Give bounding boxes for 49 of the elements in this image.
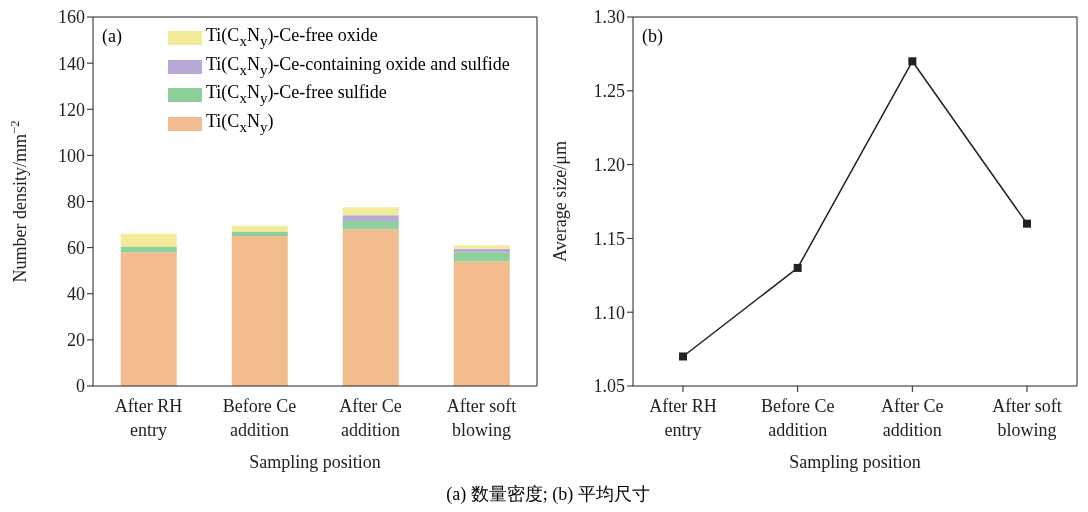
y-tick-label: 20: [67, 330, 85, 351]
bar: [453, 245, 510, 249]
y-tick-label: 120: [58, 99, 85, 120]
y-tick-label: 1.10: [593, 302, 625, 323]
y-tick-label: 1.20: [593, 154, 625, 175]
point: [679, 352, 687, 361]
y-tick-label: 40: [67, 284, 85, 305]
y-tick-label: 140: [58, 53, 85, 74]
x-tick-label: After RH entry: [114, 396, 183, 440]
y-tick-label: 1.25: [593, 81, 625, 102]
y-tick-label: 1.30: [593, 7, 625, 28]
point: [793, 263, 802, 272]
x-axis-title: Sampling position: [789, 452, 921, 472]
bar: [342, 229, 399, 386]
bar: [453, 252, 510, 262]
y-tick-label: 160: [58, 7, 85, 28]
x-axis-title: Sampling position: [249, 452, 381, 472]
text: (a) 数量密度; (b) 平均尺寸: [445, 483, 651, 506]
x-tick-label: After soft blowing: [446, 396, 517, 440]
bar: [120, 233, 177, 247]
y-tick-label: 0: [76, 376, 85, 397]
x-tick-label: Before Ce addition: [760, 396, 835, 440]
legend-label: Ti(C$_{x}$N$_{y}$): [206, 109, 274, 137]
bar: [342, 221, 399, 230]
x-tick-label: After RH entry: [649, 396, 717, 440]
legend-label: Ti(C$_{x}$N$_{y}$)-Ce-free sulfide: [206, 81, 387, 108]
point: [1023, 219, 1031, 228]
bar: [231, 231, 288, 237]
y-tick-label: 1.15: [593, 228, 625, 249]
bar: [342, 215, 399, 222]
legend-label: Ti(C$_{x}$N$_{y}$)-Ce-containing oxide and sulfide: [206, 52, 510, 80]
y-axis-title: Average size/μm: [550, 141, 570, 262]
y-tick-label: 60: [67, 238, 85, 259]
legend-label: Ti(C$_{x}$N$_{y}$)-Ce-free oxide: [206, 24, 378, 51]
x-tick-label: After soft blowing: [992, 396, 1062, 440]
bar: [231, 236, 288, 386]
bar: [120, 246, 177, 253]
point: [908, 57, 917, 66]
y-tick-label: 100: [58, 145, 85, 166]
bar: [453, 261, 510, 386]
y-tick-label: 1.05: [593, 376, 625, 397]
bar: [342, 207, 399, 216]
bar: [120, 252, 177, 386]
y-tick-label: 80: [67, 191, 85, 212]
x-tick-label: After Ce addition: [881, 396, 944, 440]
annotation: (a): [102, 26, 122, 47]
annotation: (b): [642, 26, 663, 47]
x-tick-label: Before Ce addition: [222, 396, 297, 440]
x-tick-label: After Ce addition: [339, 396, 402, 440]
